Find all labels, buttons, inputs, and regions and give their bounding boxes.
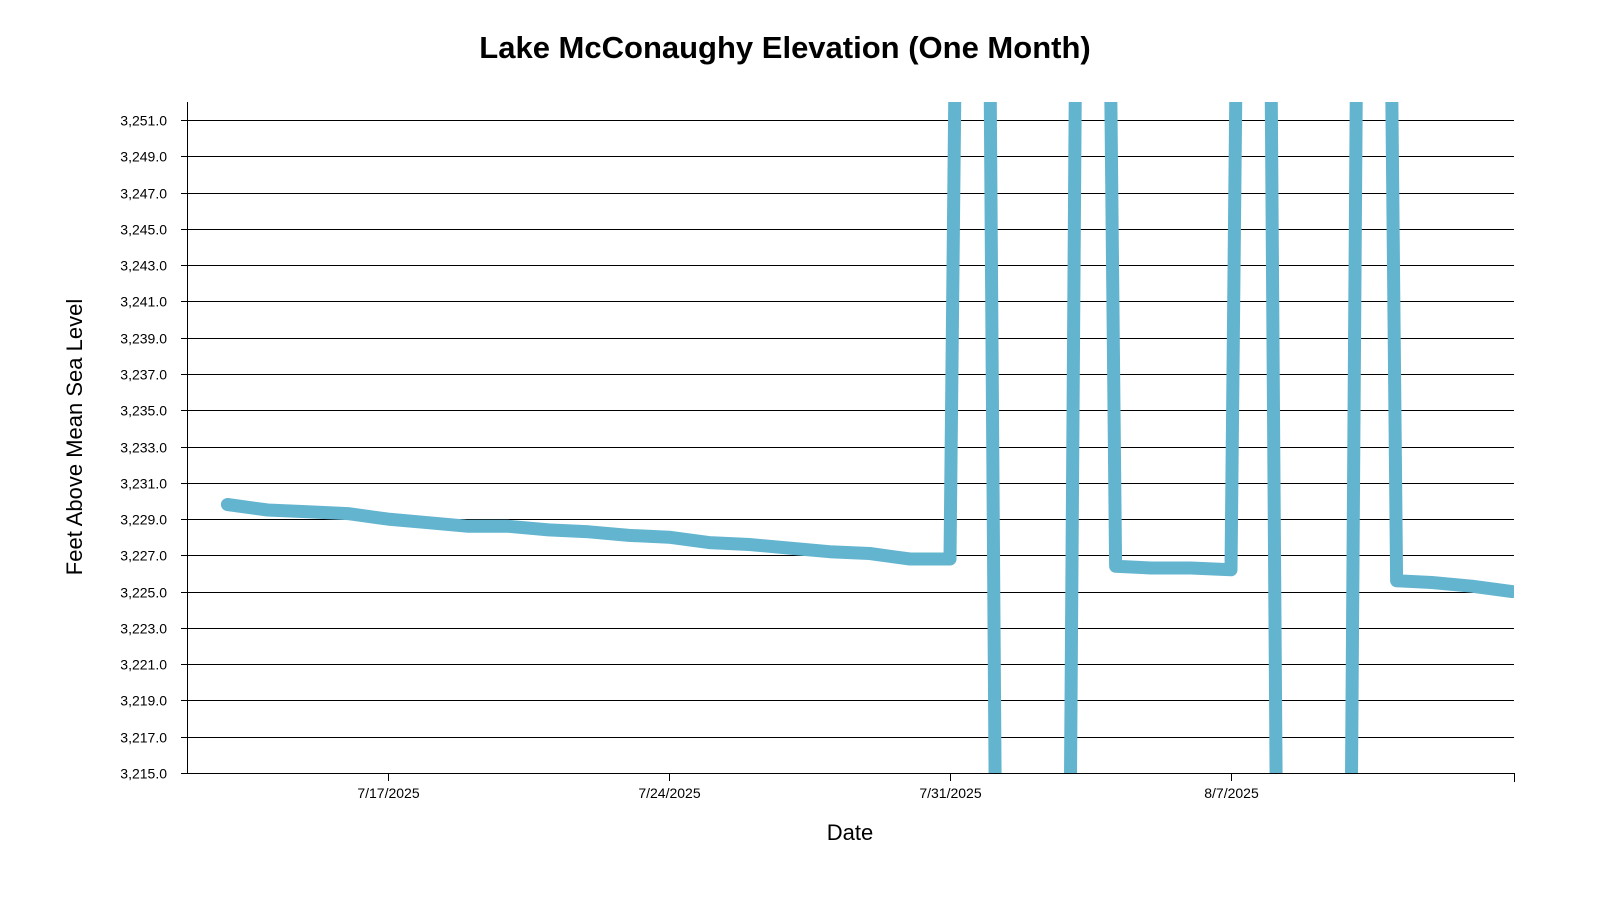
y-tick-label: 3,221.0 (120, 657, 167, 673)
y-axis-title: Feet Above Mean Sea Level (62, 299, 87, 575)
gridlines (181, 120, 1514, 774)
y-tick-label: 3,245.0 (120, 222, 167, 238)
y-tick-label: 3,233.0 (120, 440, 167, 456)
y-tick-label: 3,249.0 (120, 149, 167, 165)
y-tick-label: 3,215.0 (120, 766, 167, 782)
y-tick-label: 3,247.0 (120, 186, 167, 202)
x-tick-label: 7/31/2025 (919, 785, 981, 801)
y-tick-label: 3,251.0 (120, 113, 167, 129)
y-tick-label: 3,219.0 (120, 693, 167, 709)
y-tick-label: 3,237.0 (120, 367, 167, 383)
y-tick-label: 3,239.0 (120, 331, 167, 347)
x-tick-label: 8/7/2025 (1204, 785, 1259, 801)
chart-title: Lake McConaughy Elevation (One Month) (479, 30, 1091, 65)
y-tick-label: 3,243.0 (120, 258, 167, 274)
x-tick-label: 7/17/2025 (357, 785, 419, 801)
x-tick-label: 7/24/2025 (638, 785, 700, 801)
y-tick-label: 3,223.0 (120, 621, 167, 637)
y-tick-label: 3,217.0 (120, 730, 167, 746)
y-tick-label: 3,229.0 (120, 512, 167, 528)
y-tick-label: 3,227.0 (120, 548, 167, 564)
series-layer (220, 102, 1514, 773)
x-axis-title: Date (827, 820, 873, 845)
y-tick-label: 3,225.0 (120, 585, 167, 601)
y-tick-label: 3,231.0 (120, 476, 167, 492)
elevation-series-line (220, 102, 1514, 773)
y-tick-label: 3,241.0 (120, 294, 167, 310)
y-tick-label: 3,235.0 (120, 403, 167, 419)
axes: 3,215.0 3,217.0 3,219.0 3,221.0 3,223.0 3,225… (120, 102, 1515, 801)
